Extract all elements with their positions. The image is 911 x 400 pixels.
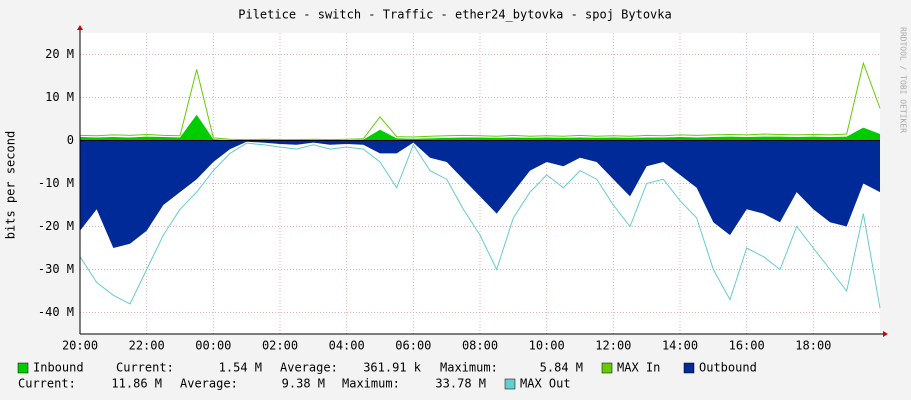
x-tick-label: 22:00 (129, 339, 165, 353)
line (79, 61, 881, 141)
x-tick-label: 00:00 (195, 339, 231, 353)
stat-value: 361.91 k (363, 361, 422, 375)
legend-label: Inbound (33, 361, 84, 375)
stat-value: 1.54 M (219, 361, 262, 375)
legend-swatch (683, 362, 695, 374)
legend-text: Average: (280, 361, 338, 375)
x-tick-label: 14:00 (662, 339, 698, 353)
arrow (77, 25, 83, 30)
y-tick-label: 10 M (45, 90, 74, 104)
y-tick-label: 20 M (45, 47, 74, 61)
arrow (883, 331, 888, 337)
line (79, 142, 881, 309)
x-tick-label: 18:00 (795, 339, 831, 353)
y-tick-label: 0 (67, 133, 74, 147)
x-tick-label: 20:00 (62, 339, 98, 353)
legend-text: Current: (116, 361, 174, 375)
y-tick-label: -20 M (38, 219, 74, 233)
legend-text: Average: (180, 377, 238, 391)
legend: Inbound Current: 1.54 M Average: 361.91 k Max… (17, 361, 757, 391)
legend-swatch (601, 362, 613, 374)
stat-value: 5.84 M (540, 361, 583, 375)
y-axis-label: bits per second (4, 131, 18, 239)
y-tick-label: -30 M (38, 262, 74, 276)
x-tick-label: 02:00 (262, 339, 298, 353)
x-tick-label: 06:00 (395, 339, 431, 353)
legend-label: MAX In (617, 361, 660, 375)
watermark: RRDTOOL / TOBI OETIKER (899, 27, 908, 133)
stat-value: 33.78 M (435, 377, 486, 391)
y-tick-label: -40 M (38, 305, 74, 319)
legend-swatch (17, 362, 29, 374)
x-tick-label: 16:00 (729, 339, 765, 353)
legend-swatch (504, 378, 516, 390)
area (80, 114, 880, 141)
stat-value: 9.38 M (282, 377, 325, 391)
stat-value: 11.86 M (111, 377, 162, 391)
x-tick-label: 04:00 (329, 339, 365, 353)
y-tick-label: -10 M (38, 176, 74, 190)
legend-label: Outbound (699, 361, 757, 375)
legend-text: Maximum: (342, 377, 400, 391)
x-tick-label: 12:00 (595, 339, 631, 353)
legend-label: MAX Out (520, 377, 571, 391)
area (80, 140, 880, 248)
legend-text: Current: (18, 377, 76, 391)
chart-title: Piletice - switch - Traffic - ether24_by… (238, 8, 671, 22)
legend-text: Maximum: (440, 361, 498, 375)
x-tick-label: 10:00 (529, 339, 565, 353)
x-tick-label: 08:00 (462, 339, 498, 353)
